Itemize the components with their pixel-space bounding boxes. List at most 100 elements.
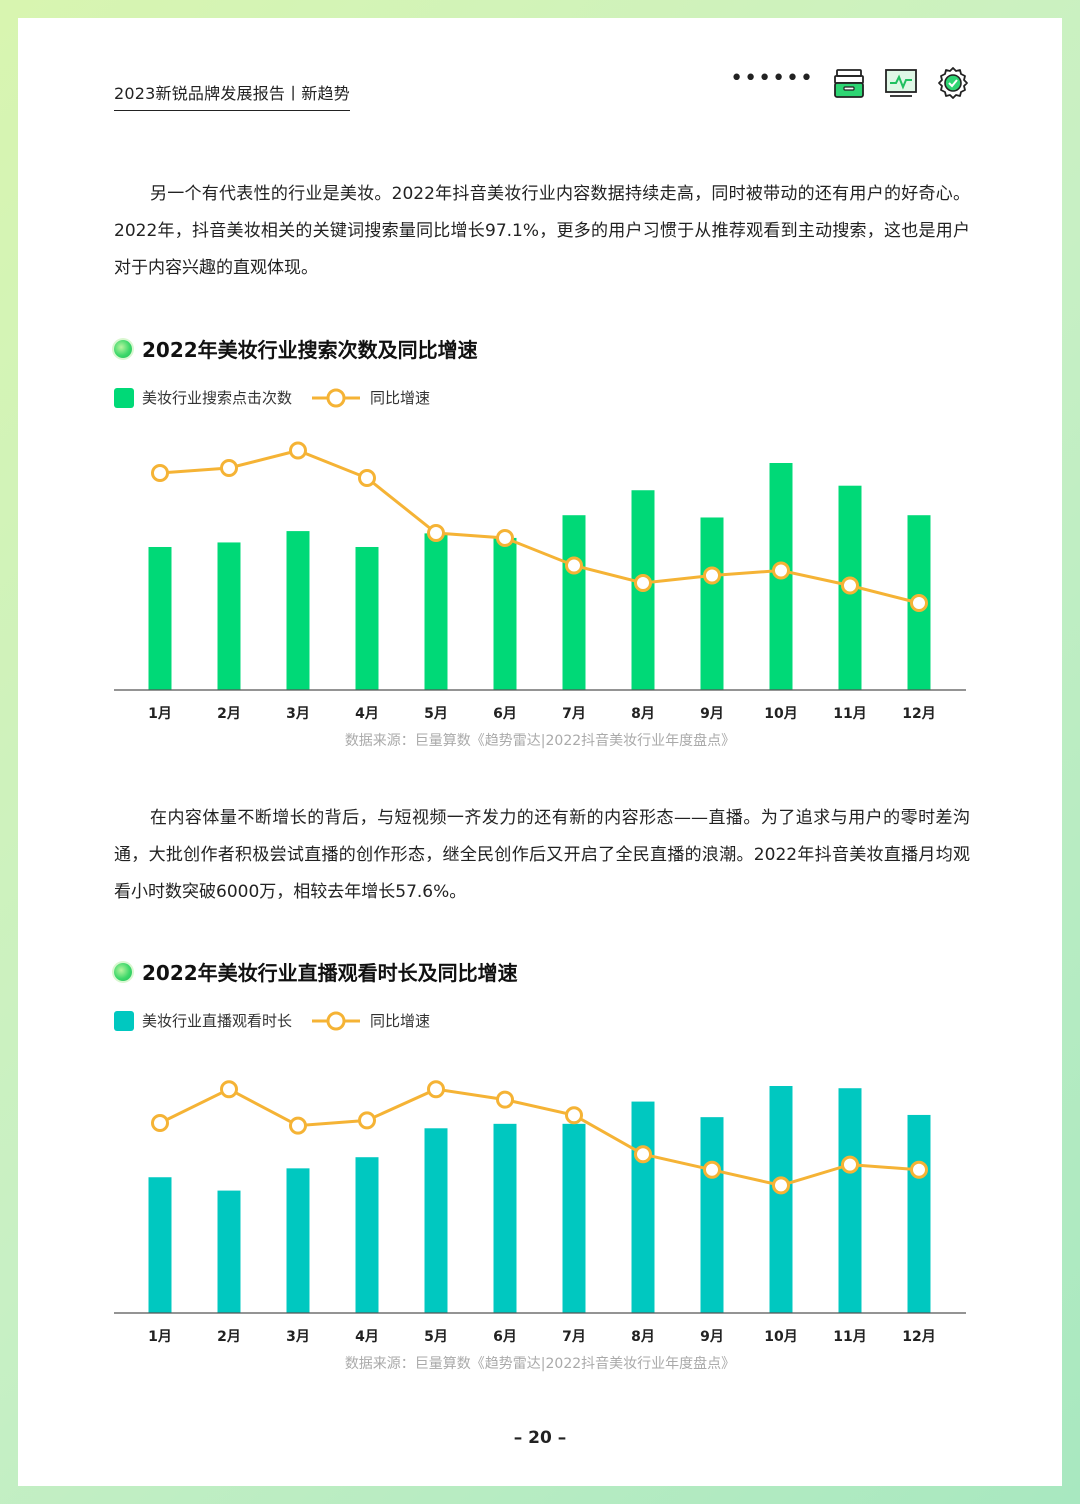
legend-line-swatch-icon: [312, 388, 361, 407]
growth-point-5月: [427, 524, 445, 542]
x-tick-label: 4月: [355, 706, 379, 722]
growth-point-10月: [772, 561, 790, 580]
growth-point-12月: [910, 594, 928, 612]
chart-monitor-icon[interactable]: [884, 66, 918, 100]
legend-bar-swatch: [114, 387, 134, 408]
header-icons: ••••••: [730, 66, 970, 100]
bar-2月: [217, 542, 241, 690]
x-tick-label: 11月: [833, 1329, 866, 1345]
bar-6月: [493, 537, 517, 690]
growth-point-6月: [496, 529, 514, 547]
bar-8月: [631, 1101, 655, 1313]
chart2-source: 数据来源：巨量算数《趋势雷达|2022抖音美妆行业年度盘点》: [344, 1356, 736, 1372]
chart1-source: 数据来源：巨量算数《趋势雷达|2022抖音美妆行业年度盘点》: [344, 733, 736, 749]
x-tick-label: 1月: [148, 706, 172, 722]
growth-point-11月: [841, 1155, 859, 1174]
x-tick-label: 5月: [424, 706, 448, 722]
x-tick-label: 12月: [902, 1329, 935, 1345]
chart2-legend-bar-label: 美妆行业直播观看时长: [142, 1012, 293, 1030]
bar-1月: [148, 546, 172, 690]
growth-point-7月: [565, 556, 583, 575]
bar-1月: [148, 1177, 172, 1313]
bar-9月: [700, 1117, 724, 1313]
growth-point-10月: [772, 1176, 790, 1195]
dots-menu-icon[interactable]: ••••••: [730, 65, 814, 91]
chart2-svg: 1月 2月 3月 4月 5月 6月 7月 8月 9月 10月 11月 12月: [114, 1080, 966, 1345]
growth-line: [159, 1087, 920, 1187]
growth-line: [159, 448, 920, 605]
growth-point-7月: [565, 1106, 583, 1125]
legend-bar-swatch: [114, 1010, 134, 1031]
gear-check-icon[interactable]: [936, 66, 970, 100]
x-tick-label: 2月: [217, 706, 241, 722]
x-tick-label: 7月: [562, 706, 586, 722]
x-tick-label: 1月: [148, 1329, 172, 1345]
growth-point-4月: [358, 1111, 376, 1130]
page-number: – 20 –: [513, 1428, 567, 1448]
growth-point-2月: [220, 459, 238, 477]
growth-point-9月: [703, 1160, 721, 1179]
bar-6月: [493, 1123, 517, 1313]
growth-point-5月: [427, 1080, 445, 1099]
chart1-legend-line-label: 同比增速: [370, 389, 431, 407]
bar-5月: [424, 1128, 448, 1313]
legend-line-swatch-icon: [312, 1011, 361, 1030]
report-header-title: 2023新锐品牌发展报告丨新趋势: [114, 80, 350, 111]
growth-point-8月: [634, 574, 652, 592]
bar-7月: [562, 1123, 586, 1313]
chart1-svg: 1月 2月 3月 4月 5月 6月 7月 8月 9月 10月 11月 12月: [114, 441, 966, 722]
x-tick-label: 9月: [700, 706, 724, 722]
growth-point-2月: [220, 1080, 238, 1099]
growth-point-11月: [841, 576, 859, 595]
bar-4月: [355, 546, 379, 690]
x-tick-label: 5月: [424, 1329, 448, 1345]
growth-point-6月: [496, 1090, 514, 1109]
report-page: 2023新锐品牌发展报告丨新趋势 •••••• 另一个有代表性的行业是美妆。20…: [18, 18, 1062, 1486]
bar-10月: [769, 1086, 793, 1313]
bar-12月: [907, 1114, 931, 1313]
x-tick-label: 2月: [217, 1329, 241, 1345]
bar-9月: [700, 517, 724, 690]
bar-4月: [355, 1157, 379, 1313]
x-tick-label: 12月: [902, 706, 935, 722]
archive-icon[interactable]: [832, 66, 866, 100]
title-bullet-icon: [114, 339, 132, 358]
bar-3月: [286, 1168, 310, 1313]
bar-2月: [217, 1190, 241, 1313]
chart2-legend-line-label: 同比增速: [370, 1012, 431, 1030]
x-tick-label: 11月: [833, 706, 866, 722]
growth-point-9月: [703, 566, 721, 585]
bar-3月: [286, 531, 310, 690]
x-tick-label: 4月: [355, 1329, 379, 1345]
title-bullet-icon: [114, 962, 132, 981]
x-tick-label: 10月: [764, 1329, 797, 1345]
x-tick-label: 7月: [562, 1329, 586, 1345]
growth-point-12月: [910, 1160, 928, 1179]
paragraph-beauty-search: 另一个有代表性的行业是美妆。2022年抖音美妆行业内容数据持续走高，同时被带动的…: [114, 184, 970, 278]
x-tick-label: 6月: [493, 706, 517, 722]
x-tick-label: 9月: [700, 1329, 724, 1345]
growth-point-3月: [289, 441, 307, 460]
x-tick-label: 8月: [631, 706, 655, 722]
chart1-title: 2022年美妆行业搜索次数及同比增速: [142, 338, 478, 362]
growth-point-4月: [358, 469, 376, 487]
growth-point-1月: [151, 1114, 169, 1132]
chart2-legend: 美妆行业直播观看时长 同比增速: [114, 1010, 430, 1031]
chart1-legend-bar-label: 美妆行业搜索点击次数: [142, 389, 293, 407]
chart2-title-row: 2022年美妆行业直播观看时长及同比增速: [114, 957, 518, 986]
x-tick-label: 3月: [286, 1329, 310, 1345]
x-tick-label: 3月: [286, 706, 310, 722]
paragraph-live-streaming: 在内容体量不断增长的背后，与短视频一齐发力的还有新的内容形态——直播。为了追求与…: [114, 808, 970, 902]
chart2-title: 2022年美妆行业直播观看时长及同比增速: [142, 961, 518, 985]
bar-7月: [562, 515, 586, 690]
x-tick-label: 10月: [764, 706, 797, 722]
bar-11月: [838, 1088, 862, 1313]
x-tick-label: 8月: [631, 1329, 655, 1345]
x-tick-label: 6月: [493, 1329, 517, 1345]
bar-5月: [424, 533, 448, 690]
chart1-title-row: 2022年美妆行业搜索次数及同比增速: [114, 334, 478, 363]
growth-point-8月: [634, 1145, 652, 1164]
chart1-legend: 美妆行业搜索点击次数 同比增速: [114, 387, 430, 408]
growth-point-1月: [151, 464, 169, 482]
growth-point-3月: [289, 1116, 307, 1135]
